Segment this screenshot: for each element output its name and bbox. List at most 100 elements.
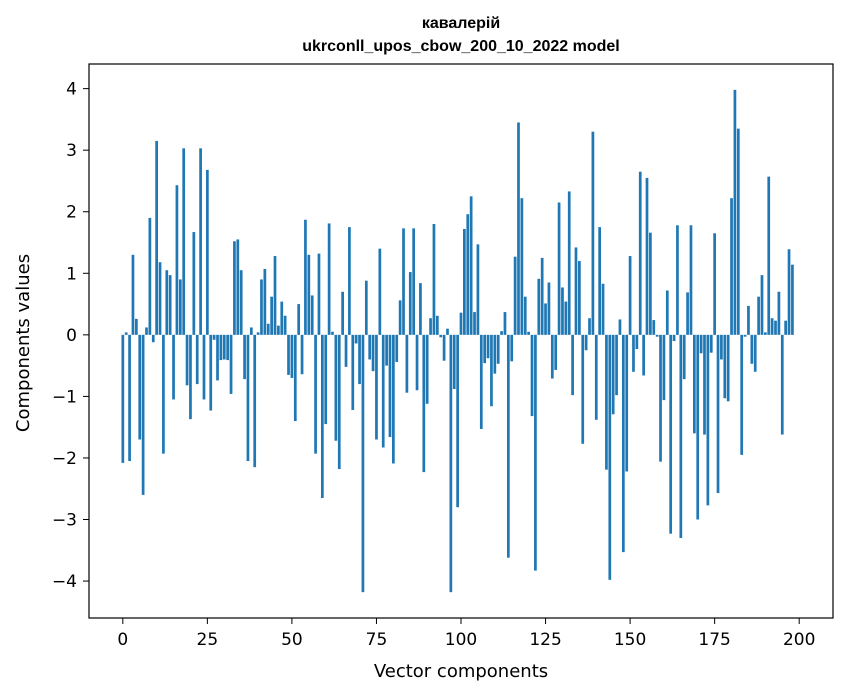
bar bbox=[506, 334, 510, 558]
bar bbox=[277, 325, 280, 335]
bar bbox=[165, 270, 169, 335]
bar bbox=[175, 185, 179, 335]
bar bbox=[361, 334, 365, 593]
bar bbox=[479, 334, 483, 430]
bar bbox=[764, 332, 767, 335]
bar bbox=[310, 295, 314, 335]
y-axis-label: Components values bbox=[13, 254, 34, 432]
bar bbox=[584, 334, 588, 351]
bar bbox=[260, 279, 263, 335]
bar bbox=[364, 280, 368, 335]
bar bbox=[642, 334, 645, 376]
bar bbox=[270, 296, 273, 335]
bar bbox=[209, 334, 213, 411]
bar bbox=[388, 334, 392, 438]
bar bbox=[162, 334, 165, 454]
bar bbox=[195, 334, 199, 385]
bar bbox=[503, 312, 507, 335]
bar bbox=[185, 334, 189, 386]
bar bbox=[672, 334, 676, 341]
bar bbox=[178, 279, 182, 335]
bar bbox=[348, 227, 351, 335]
bar bbox=[770, 318, 774, 335]
bar bbox=[331, 331, 334, 335]
x-tick-label: 200 bbox=[783, 630, 815, 650]
bar bbox=[398, 300, 402, 335]
bar bbox=[682, 334, 686, 380]
bar bbox=[337, 334, 341, 470]
bars-group bbox=[121, 89, 794, 593]
bar bbox=[121, 334, 125, 463]
bar bbox=[354, 334, 358, 344]
bar bbox=[141, 334, 145, 495]
bar bbox=[469, 196, 473, 335]
bar bbox=[304, 219, 307, 335]
bar bbox=[736, 128, 740, 335]
bar bbox=[459, 312, 463, 335]
bar bbox=[520, 198, 524, 335]
bar bbox=[649, 232, 652, 335]
x-axis-ticks: 0 25 50 75 100 125 150 175 200 bbox=[117, 618, 815, 650]
bar bbox=[679, 334, 683, 538]
bar bbox=[540, 257, 544, 335]
bar bbox=[594, 334, 598, 420]
bar bbox=[395, 334, 399, 362]
bar bbox=[344, 334, 348, 367]
bar bbox=[747, 305, 750, 335]
bar bbox=[280, 301, 284, 335]
y-tick-label: −4 bbox=[52, 572, 77, 592]
bar bbox=[730, 198, 733, 335]
bar bbox=[263, 268, 267, 335]
bar bbox=[784, 320, 788, 335]
bar bbox=[760, 275, 764, 335]
bar bbox=[547, 282, 551, 335]
bar bbox=[777, 291, 781, 335]
bar bbox=[124, 332, 128, 335]
bar bbox=[307, 254, 311, 335]
bar bbox=[740, 334, 744, 455]
bar bbox=[757, 296, 760, 335]
bar bbox=[598, 227, 602, 335]
bar bbox=[713, 233, 716, 335]
bar bbox=[206, 169, 209, 335]
bar bbox=[314, 334, 317, 454]
bar bbox=[726, 334, 730, 402]
bar bbox=[530, 334, 534, 417]
bar bbox=[743, 334, 747, 337]
bar bbox=[473, 312, 476, 335]
chart-title: кавалерій bbox=[422, 15, 500, 32]
bar bbox=[665, 290, 669, 335]
bar bbox=[780, 334, 784, 435]
bar bbox=[189, 334, 192, 420]
bar bbox=[378, 248, 382, 335]
bar bbox=[256, 332, 260, 335]
bar bbox=[703, 334, 706, 435]
bar bbox=[517, 122, 520, 335]
bar bbox=[172, 334, 175, 400]
bar bbox=[452, 334, 456, 390]
bar bbox=[486, 334, 490, 359]
bar bbox=[733, 89, 737, 335]
bar bbox=[300, 334, 304, 375]
bar bbox=[493, 334, 497, 374]
bar bbox=[435, 315, 439, 335]
bar bbox=[750, 334, 754, 364]
bar bbox=[412, 228, 416, 335]
bar bbox=[510, 334, 514, 362]
bar bbox=[611, 334, 615, 415]
bar bbox=[429, 318, 432, 335]
bar bbox=[537, 278, 541, 335]
bar bbox=[266, 323, 270, 335]
bar bbox=[324, 334, 328, 425]
bar bbox=[523, 296, 527, 335]
bar bbox=[463, 228, 466, 335]
bar bbox=[371, 334, 375, 372]
bar bbox=[652, 320, 656, 335]
bar bbox=[513, 256, 517, 335]
bar bbox=[368, 334, 372, 360]
bar bbox=[155, 140, 158, 335]
bar bbox=[375, 334, 378, 440]
plot-frame bbox=[88, 63, 834, 619]
bar bbox=[615, 334, 618, 396]
y-tick-label: −1 bbox=[52, 387, 77, 407]
